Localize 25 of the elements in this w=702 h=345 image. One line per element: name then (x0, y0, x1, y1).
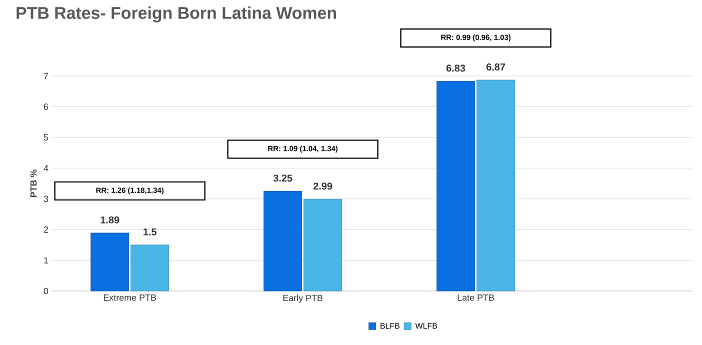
y-tick-label: 3 (44, 196, 48, 202)
data-label: 1.89 (100, 216, 120, 224)
x-tick-label: Late PTB (458, 294, 494, 301)
x-tick-label: Extreme PTB (104, 294, 156, 301)
y-tick-label: 0 (44, 288, 48, 294)
bar (130, 244, 170, 292)
y-tick-label: 5 (44, 134, 48, 141)
data-label: 3.25 (273, 174, 292, 182)
bar (90, 232, 130, 292)
data-label: 1.5 (144, 228, 156, 236)
bar (264, 190, 302, 292)
data-label: 6.87 (486, 63, 506, 70)
y-tick-label: 6 (44, 104, 48, 110)
y-tick-label: 4 (44, 165, 48, 172)
bar (476, 80, 515, 292)
y-tick-label: 2 (44, 226, 48, 233)
x-tick-label: Early PTB (283, 294, 323, 303)
y-tick-label: 7 (44, 72, 48, 80)
data-label: 6.83 (446, 64, 466, 72)
data-label: 2.99 (313, 182, 332, 190)
bar (436, 81, 475, 292)
y-tick-label: 1 (44, 257, 48, 264)
bar (304, 198, 342, 292)
chart-title: PTB Rates- Foreign Born Latina Women (16, 6, 336, 22)
y-axis-title: PTB % (30, 170, 37, 198)
